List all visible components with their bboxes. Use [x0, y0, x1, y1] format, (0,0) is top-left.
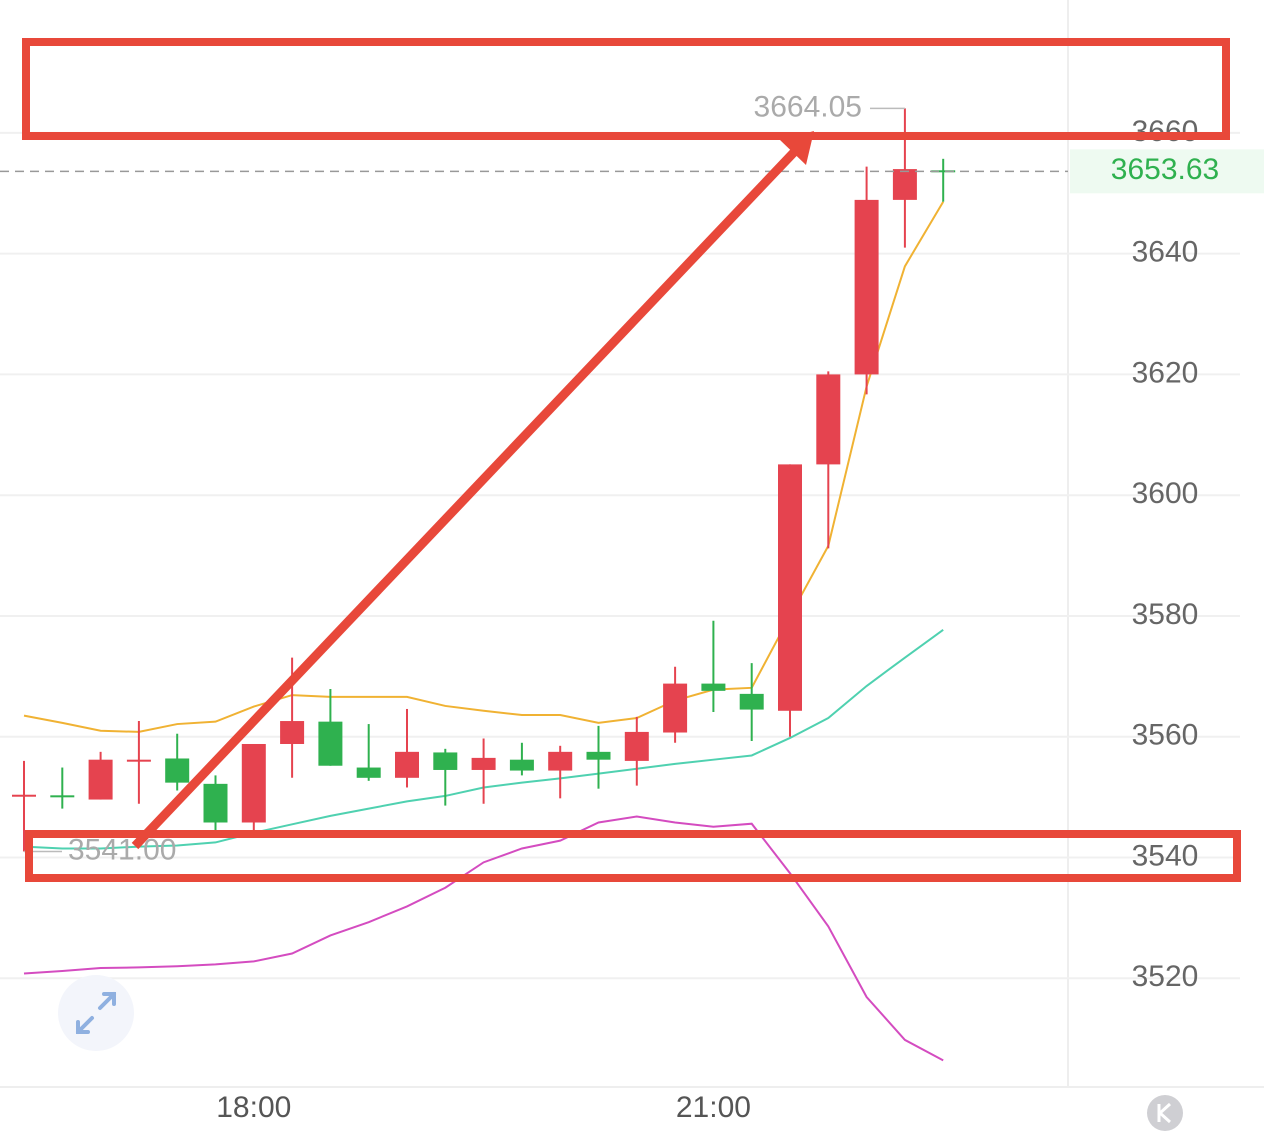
candle-body: [241, 743, 266, 823]
candle-body: [471, 757, 496, 770]
y-tick-label: 3640: [1132, 236, 1199, 269]
candle-body: [931, 170, 956, 173]
candle-body: [663, 683, 688, 733]
y-tick-label: 3520: [1132, 960, 1199, 993]
expand-icon[interactable]: [76, 992, 116, 1034]
candle-body: [739, 693, 764, 710]
expand-button[interactable]: [58, 975, 134, 1051]
last-price-label: 3653.63: [1111, 153, 1219, 186]
trend-arrow: [131, 144, 802, 850]
arrow-head: [780, 131, 814, 165]
candle-body: [701, 683, 726, 691]
y-tick-label: 3660: [1132, 115, 1199, 148]
highlight-box-top: [22, 38, 1230, 140]
y-tick-label: 3600: [1132, 477, 1199, 510]
k-icon[interactable]: [1157, 1102, 1172, 1124]
candle-body: [12, 794, 36, 797]
y-tick-label: 3620: [1132, 356, 1199, 389]
candle-body: [816, 374, 841, 465]
high-label: 3664.05: [754, 90, 862, 123]
x-tick-label: 18:00: [216, 1091, 291, 1124]
candle-body: [318, 721, 343, 766]
indicator-line: [23, 815, 944, 1062]
candle-body: [50, 795, 75, 798]
candle-body: [88, 759, 113, 800]
last-price-bg: [1070, 149, 1264, 194]
candle-body: [586, 751, 611, 760]
candle-body: [165, 758, 190, 783]
highlight-box-bottom: [25, 830, 1241, 882]
k-button[interactable]: [1147, 1095, 1183, 1131]
candle-body: [203, 783, 228, 823]
candle-body: [778, 464, 802, 711]
candle-body: [126, 759, 151, 762]
x-tick-label: 21:00: [676, 1091, 751, 1124]
y-tick-label: 3540: [1132, 839, 1199, 872]
y-tick-label: 3580: [1132, 598, 1199, 631]
candle-body: [356, 767, 381, 778]
expand-button-bg[interactable]: [58, 975, 134, 1051]
low-label: 3541.00: [68, 833, 176, 866]
candle-body: [433, 752, 458, 770]
candle-body: [509, 759, 534, 771]
candle-body: [624, 731, 649, 761]
candle-body: [892, 169, 917, 200]
candle-body: [854, 199, 879, 375]
k-button-bg[interactable]: [1147, 1095, 1183, 1131]
candle-body: [280, 721, 305, 744]
candle-body: [395, 751, 419, 778]
y-tick-label: 3560: [1132, 719, 1199, 752]
candle-body: [548, 751, 573, 771]
